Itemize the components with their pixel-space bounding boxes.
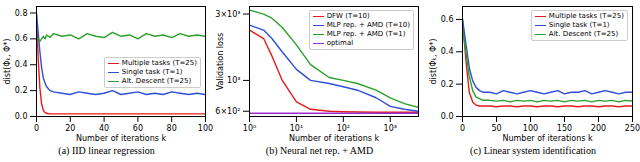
svg-text:100: 100: [523, 124, 538, 133]
svg-text:Number of iterations k: Number of iterations k: [76, 134, 166, 143]
html-text:DFW (T=10): DFW (T=10): [326, 12, 370, 20]
svg-text:150: 150: [557, 124, 572, 133]
svg-text:80: 80: [167, 124, 177, 133]
svg-text:10³: 10³: [227, 76, 240, 85]
svg-text:250: 250: [625, 124, 640, 133]
html-text:(c) Linear system identificati: (c) Linear system identification: [470, 145, 596, 156]
svg-text:200: 200: [591, 124, 606, 133]
svg-text:20: 20: [65, 124, 75, 133]
svg-text:0.2: 0.2: [15, 86, 28, 95]
svg-text:6×10²: 6×10²: [215, 107, 240, 116]
html-text:Single task (T=1): Single task (T=1): [121, 68, 183, 76]
svg-text:10¹: 10¹: [290, 124, 303, 133]
svg-text:40: 40: [99, 124, 109, 133]
svg-text:0.0: 0.0: [441, 112, 454, 121]
html-text:optimal: optimal: [326, 39, 354, 47]
svg-text:0.4: 0.4: [441, 47, 454, 56]
svg-text:50: 50: [491, 124, 501, 133]
svg-text:60: 60: [133, 124, 143, 133]
svg-text:0: 0: [460, 124, 465, 133]
svg-text:0.8: 0.8: [15, 9, 28, 18]
svg-text:dist(Φₖ, Φ*): dist(Φₖ, Φ*): [3, 39, 12, 85]
html-text:Multiple tasks (T=25): Multiple tasks (T=25): [548, 12, 624, 20]
svg-text:Number of iterations k: Number of iterations k: [289, 134, 379, 143]
svg-text:0.6: 0.6: [441, 15, 454, 24]
svg-text:0: 0: [34, 124, 39, 133]
svg-text:Number of iterations k: Number of iterations k: [502, 134, 592, 143]
html-text:Alt. Descent (T=25): Alt. Descent (T=25): [121, 77, 192, 85]
svg-text:0.4: 0.4: [15, 60, 28, 69]
html-text:MLP rep. + AMD (T=1): MLP rep. + AMD (T=1): [326, 30, 406, 38]
svg-text:0.0: 0.0: [15, 112, 28, 121]
html-text:MLP rep. + AMD (T=10): MLP rep. + AMD (T=10): [326, 21, 410, 29]
html-text:Alt. Descent (T=25): Alt. Descent (T=25): [548, 30, 619, 38]
svg-text:0.6: 0.6: [15, 34, 28, 43]
html-text:Multiple tasks (T=25): Multiple tasks (T=25): [121, 59, 197, 67]
svg-text:10²: 10²: [337, 124, 350, 133]
svg-text:0.2: 0.2: [441, 80, 454, 89]
html-text:(b) Neural net rep. + AMD: (b) Neural net rep. + AMD: [265, 145, 374, 156]
svg-text:dist(Φₖ, Φ*): dist(Φₖ, Φ*): [429, 39, 438, 85]
svg-text:100: 100: [198, 124, 213, 133]
svg-text:10⁰: 10⁰: [243, 124, 256, 133]
svg-text:Validation loss: Validation loss: [216, 33, 225, 91]
svg-text:10³: 10³: [384, 124, 397, 133]
html-text:(a) IID linear regression: (a) IID linear regression: [58, 145, 155, 156]
html-text:Single task (T=1): Single task (T=1): [548, 21, 610, 29]
svg-text:3×10³: 3×10³: [215, 10, 240, 19]
